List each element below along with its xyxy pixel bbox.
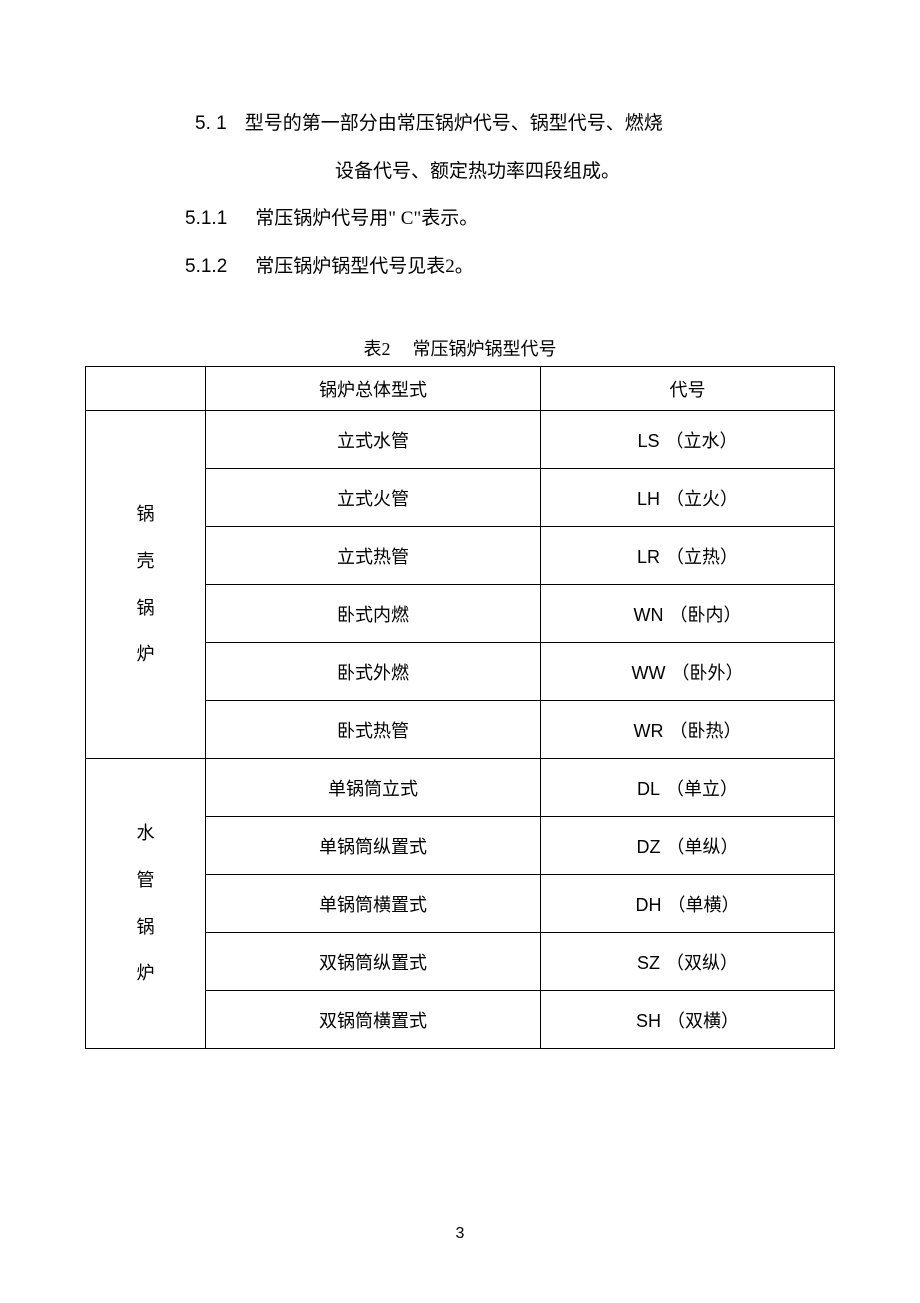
type-cell: 双锅筒纵置式 — [206, 933, 541, 991]
code-cell: DZ （单纵） — [541, 817, 835, 875]
type-cell: 立式火管 — [206, 469, 541, 527]
table-header-row: 锅炉总体型式 代号 — [86, 367, 835, 411]
table-number: 表2 — [364, 339, 391, 359]
table-row: 锅 壳 锅 炉 立式水管 LS（立水） — [86, 411, 835, 469]
code-cn: （立水） — [666, 431, 738, 451]
code-cell: WN （卧内） — [541, 585, 835, 643]
section-5-1-1: 5.1.1 常压锅炉代号用" C"表示。 — [185, 195, 835, 243]
code-cell: WR （卧热） — [541, 701, 835, 759]
type-cell: 单锅筒横置式 — [206, 875, 541, 933]
code-en: LS — [637, 431, 659, 451]
page-number: 3 — [0, 1225, 920, 1243]
section-5-1-continuation: 设备代号、额定热功率四段组成。 — [335, 148, 835, 196]
code-cn: （单立） — [666, 779, 738, 799]
table-caption: 表2 常压锅炉锅型代号 — [85, 335, 835, 361]
code-cell: LH （立火） — [541, 469, 835, 527]
section-number: 5. 1 — [195, 113, 227, 134]
type-cell: 卧式热管 — [206, 701, 541, 759]
section-text-line2: 设备代号、额定热功率四段组成。 — [335, 161, 620, 182]
document-body: 5. 1 型号的第一部分由常压锅炉代号、锅型代号、燃烧 设备代号、额定热功率四段组… — [0, 0, 920, 1049]
type-cell: 双锅筒横置式 — [206, 991, 541, 1049]
type-cell: 卧式内燃 — [206, 585, 541, 643]
category-cell-shell-boiler: 锅 壳 锅 炉 — [86, 411, 206, 759]
code-cn: （双纵） — [666, 953, 738, 973]
vert-char: 管 — [94, 857, 197, 904]
code-cell: DL （单立） — [541, 759, 835, 817]
code-cn: （单纵） — [667, 837, 739, 857]
code-cn: （立热） — [666, 547, 738, 567]
code-en: SH — [636, 1011, 661, 1031]
code-cell: SZ （双纵） — [541, 933, 835, 991]
vert-char: 锅 — [94, 585, 197, 632]
type-cell: 卧式外燃 — [206, 643, 541, 701]
code-en: WR — [634, 721, 664, 741]
subsection-number: 5.1.2 — [185, 256, 227, 277]
header-category — [86, 367, 206, 411]
code-en: LH — [637, 489, 660, 509]
type-cell: 立式热管 — [206, 527, 541, 585]
code-cn: （卧内） — [670, 605, 742, 625]
type-cell: 单锅筒立式 — [206, 759, 541, 817]
table-row: 水 管 锅 炉 单锅筒立式 DL（单立） — [86, 759, 835, 817]
code-en: DH — [636, 895, 662, 915]
header-type: 锅炉总体型式 — [206, 367, 541, 411]
code-en: DL — [637, 779, 660, 799]
code-cn: （双横） — [667, 1011, 739, 1031]
subsection-number: 5.1.1 — [185, 208, 227, 229]
section-5-1: 5. 1 型号的第一部分由常压锅炉代号、锅型代号、燃烧 — [195, 100, 835, 148]
code-cn: （单横） — [668, 895, 740, 915]
type-cell: 单锅筒纵置式 — [206, 817, 541, 875]
code-en: LR — [637, 547, 660, 567]
vert-char: 炉 — [94, 950, 197, 997]
code-cn: （卧外） — [671, 663, 743, 683]
code-cell: DH （单横） — [541, 875, 835, 933]
table-title: 常压锅炉锅型代号 — [413, 339, 557, 359]
vert-char: 壳 — [94, 538, 197, 585]
code-en: WW — [632, 663, 666, 683]
section-text: 型号的第一部分由常压锅炉代号、锅型代号、燃烧 — [245, 113, 663, 134]
vert-char: 锅 — [94, 904, 197, 951]
code-cell: WW（卧外） — [541, 643, 835, 701]
code-cn: （立火） — [666, 489, 738, 509]
section-5-1-2: 5.1.2 常压锅炉锅型代号见表2。 — [185, 243, 835, 291]
subsection-text: 常压锅炉代号用" C"表示。 — [255, 208, 478, 229]
code-cell: LR （立热） — [541, 527, 835, 585]
subsection-text: 常压锅炉锅型代号见表2。 — [255, 256, 474, 277]
vert-char: 炉 — [94, 631, 197, 678]
type-cell: 立式水管 — [206, 411, 541, 469]
header-code: 代号 — [541, 367, 835, 411]
boiler-code-table: 锅炉总体型式 代号 锅 壳 锅 炉 立式水管 LS （立水） 立式火管 — [85, 366, 835, 1049]
code-en: DZ — [637, 837, 661, 857]
category-cell-water-tube-boiler: 水 管 锅 炉 — [86, 759, 206, 1049]
vert-char: 水 — [94, 810, 197, 857]
code-en: SZ — [637, 953, 660, 973]
code-cell: LS （立水） — [541, 411, 835, 469]
vert-char: 锅 — [94, 491, 197, 538]
code-en: WN — [634, 605, 664, 625]
code-cn: （卧热） — [670, 721, 742, 741]
code-cell: SH （双横） — [541, 991, 835, 1049]
